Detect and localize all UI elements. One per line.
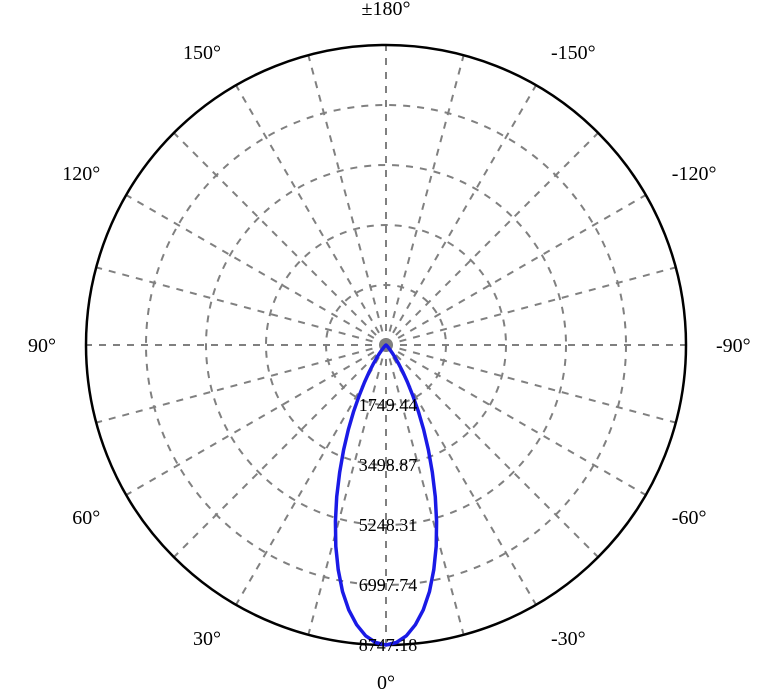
angle-label: ±180° [362,0,411,20]
angle-label: 0° [377,672,395,691]
grid-spoke [236,85,386,345]
angle-label: 150° [183,42,221,64]
grid-spoke [386,85,536,345]
grid-spoke [386,345,676,423]
grid-spoke [386,345,646,495]
angle-label: 90° [28,335,56,357]
radial-label: 5248.31 [359,515,418,535]
polar-chart: 0° 30° 60° 90° 120° 150° ±180° -150° -120° -90° -6… [0,0,772,691]
radial-label: 1749.44 [359,395,418,415]
radial-label: 6997.74 [359,575,418,595]
angle-label: 120° [62,163,100,185]
grid-spoke [386,195,646,345]
radial-label: 3498.87 [359,455,418,475]
angle-label: -60° [672,507,707,529]
radial-labels: 1749.44 3498.87 5248.31 6997.74 8747.18 [359,395,418,655]
angle-label: 30° [193,628,221,650]
grid-spoke [386,267,676,345]
radial-label: 8747.18 [359,635,418,655]
grid-spoke [174,133,386,345]
grid-spoke [386,133,598,345]
grid-spoke [174,345,386,557]
grid-spoke [126,195,386,345]
grid-spoke [126,345,386,495]
grid-spoke [386,55,464,345]
angle-label: -90° [716,335,751,357]
grid-spoke [386,345,598,557]
grid-spoke [308,55,386,345]
angle-label: -30° [551,628,586,650]
grid-spoke [96,345,386,423]
angle-label: 60° [72,507,100,529]
grid-spoke [96,267,386,345]
angle-label: -150° [551,42,596,64]
angle-label: -120° [672,163,717,185]
